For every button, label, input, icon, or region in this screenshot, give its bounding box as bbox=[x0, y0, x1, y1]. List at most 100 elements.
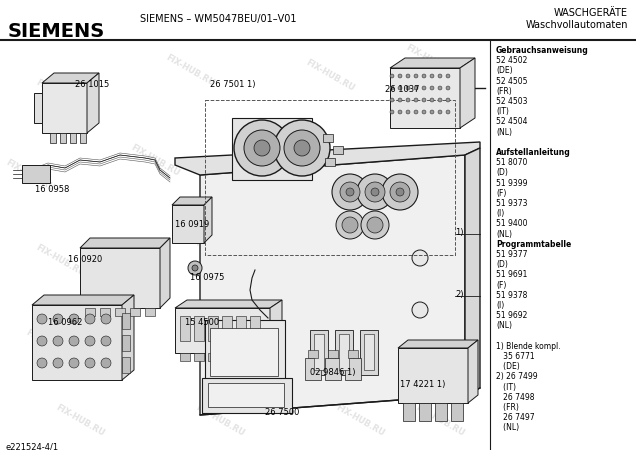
Circle shape bbox=[414, 86, 418, 90]
Circle shape bbox=[430, 86, 434, 90]
Circle shape bbox=[414, 98, 418, 102]
Polygon shape bbox=[32, 295, 134, 305]
Circle shape bbox=[294, 140, 310, 156]
Polygon shape bbox=[468, 340, 478, 403]
Bar bbox=[180, 316, 190, 341]
Circle shape bbox=[365, 182, 385, 202]
Text: (FR): (FR) bbox=[496, 87, 512, 96]
Circle shape bbox=[188, 261, 202, 275]
Polygon shape bbox=[270, 300, 282, 353]
Polygon shape bbox=[175, 308, 270, 353]
Text: 51 9378: 51 9378 bbox=[496, 291, 527, 300]
Polygon shape bbox=[465, 148, 480, 395]
Circle shape bbox=[422, 86, 426, 90]
Circle shape bbox=[37, 336, 47, 346]
Circle shape bbox=[274, 120, 330, 176]
Circle shape bbox=[430, 110, 434, 114]
Text: FIX-HUB.RU: FIX-HUB.RU bbox=[414, 243, 466, 278]
Text: (I): (I) bbox=[496, 301, 504, 310]
Bar bbox=[339, 334, 349, 370]
Circle shape bbox=[406, 110, 410, 114]
Circle shape bbox=[346, 188, 354, 196]
Bar bbox=[419, 403, 431, 421]
Circle shape bbox=[406, 86, 410, 90]
Bar bbox=[202, 378, 292, 413]
Bar bbox=[210, 328, 278, 376]
Polygon shape bbox=[80, 248, 160, 308]
Text: Programmtabelle: Programmtabelle bbox=[496, 240, 571, 249]
Circle shape bbox=[192, 265, 198, 271]
Bar bbox=[333, 146, 343, 154]
Text: FIX-HUB.RU: FIX-HUB.RU bbox=[274, 137, 326, 172]
Text: (DE): (DE) bbox=[496, 362, 520, 371]
Text: FIX-HUB.RU: FIX-HUB.RU bbox=[164, 53, 216, 88]
Circle shape bbox=[390, 110, 394, 114]
Text: FIX-HUB.RU: FIX-HUB.RU bbox=[24, 328, 76, 363]
Text: FIX-HUB.RU: FIX-HUB.RU bbox=[184, 233, 236, 268]
Text: 26 7498: 26 7498 bbox=[496, 393, 534, 402]
Polygon shape bbox=[460, 58, 475, 128]
Text: 16 0958: 16 0958 bbox=[35, 185, 69, 194]
Text: 17 4221 1): 17 4221 1) bbox=[400, 380, 445, 389]
Polygon shape bbox=[202, 395, 290, 413]
Text: (I): (I) bbox=[496, 209, 504, 218]
Text: 51 9692: 51 9692 bbox=[496, 311, 527, 320]
Text: (D): (D) bbox=[496, 260, 508, 269]
Bar bbox=[451, 403, 463, 421]
Bar bbox=[222, 353, 232, 361]
Text: 52 4504: 52 4504 bbox=[496, 117, 527, 126]
Bar bbox=[205, 320, 285, 385]
Bar bbox=[305, 358, 321, 380]
Text: FIX-HUB.RU: FIX-HUB.RU bbox=[4, 158, 56, 193]
Circle shape bbox=[430, 98, 434, 102]
Bar bbox=[85, 308, 95, 316]
Text: FIX-HUB.RU: FIX-HUB.RU bbox=[129, 143, 181, 178]
Circle shape bbox=[234, 120, 290, 176]
Circle shape bbox=[438, 98, 442, 102]
Bar bbox=[232, 118, 312, 180]
Circle shape bbox=[101, 358, 111, 368]
Bar bbox=[325, 158, 335, 166]
Circle shape bbox=[53, 358, 63, 368]
Text: FIX-HUB.RU: FIX-HUB.RU bbox=[194, 402, 246, 437]
Text: (F): (F) bbox=[496, 281, 506, 290]
Text: Aufstellanleitung: Aufstellanleitung bbox=[496, 148, 570, 157]
Bar bbox=[205, 100, 455, 255]
Text: 26 1037: 26 1037 bbox=[385, 85, 420, 94]
Circle shape bbox=[396, 188, 404, 196]
Circle shape bbox=[406, 98, 410, 102]
Circle shape bbox=[85, 314, 95, 324]
Polygon shape bbox=[50, 133, 56, 143]
Circle shape bbox=[438, 110, 442, 114]
Circle shape bbox=[398, 98, 402, 102]
Polygon shape bbox=[175, 300, 282, 308]
Text: (NL): (NL) bbox=[496, 128, 512, 137]
Polygon shape bbox=[390, 68, 460, 128]
Circle shape bbox=[414, 110, 418, 114]
Text: 16 0962: 16 0962 bbox=[48, 318, 83, 327]
Bar bbox=[435, 403, 447, 421]
Text: Gebrauchsanweisung: Gebrauchsanweisung bbox=[496, 46, 589, 55]
Text: 51 9377: 51 9377 bbox=[496, 250, 527, 259]
Text: 52 4503: 52 4503 bbox=[496, 97, 527, 106]
Text: FIX-HUB.RU: FIX-HUB.RU bbox=[34, 243, 86, 278]
Circle shape bbox=[85, 336, 95, 346]
Circle shape bbox=[342, 217, 358, 233]
Text: 51 9691: 51 9691 bbox=[496, 270, 527, 279]
Circle shape bbox=[406, 74, 410, 78]
Text: WASCHGERÄTE: WASCHGERÄTE bbox=[554, 8, 628, 18]
Circle shape bbox=[390, 86, 394, 90]
Text: 16 0920: 16 0920 bbox=[68, 255, 102, 264]
Text: 1): 1) bbox=[455, 228, 464, 237]
Circle shape bbox=[390, 182, 410, 202]
Circle shape bbox=[414, 74, 418, 78]
Bar bbox=[115, 308, 125, 316]
Circle shape bbox=[446, 98, 450, 102]
Circle shape bbox=[357, 174, 393, 210]
Polygon shape bbox=[80, 133, 86, 143]
Bar bbox=[335, 330, 353, 375]
Bar bbox=[22, 165, 50, 183]
Circle shape bbox=[367, 217, 383, 233]
Circle shape bbox=[430, 74, 434, 78]
Circle shape bbox=[254, 140, 270, 156]
